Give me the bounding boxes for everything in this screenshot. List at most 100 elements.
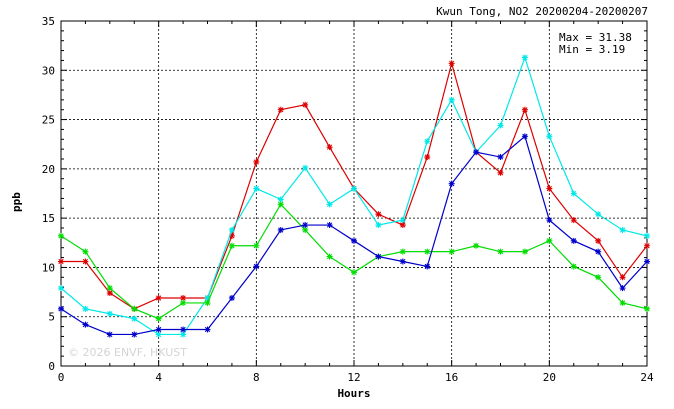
watermark: © 2026 ENVF, HKUST <box>68 346 187 359</box>
data-point <box>82 321 89 328</box>
data-point <box>131 315 138 322</box>
data-point <box>351 269 357 276</box>
data-point <box>448 248 455 255</box>
max-stat: Max = 31.38 <box>559 31 632 44</box>
data-point <box>570 237 577 244</box>
data-point <box>277 201 284 208</box>
data-point <box>570 190 577 197</box>
data-point <box>228 226 235 233</box>
data-point <box>619 285 626 292</box>
data-point <box>302 226 309 233</box>
y-tick-label: 5 <box>48 311 55 324</box>
data-point <box>228 294 235 301</box>
data-point <box>448 180 455 187</box>
data-point <box>180 331 187 338</box>
data-point <box>302 222 309 229</box>
data-point <box>155 294 162 301</box>
data-point <box>448 96 455 103</box>
data-point <box>253 158 260 165</box>
data-point <box>619 274 626 281</box>
data-point <box>424 154 431 161</box>
data-point <box>58 258 64 265</box>
data-point <box>302 101 309 108</box>
data-point <box>82 248 89 255</box>
data-point <box>424 138 431 145</box>
data-point <box>58 305 64 312</box>
data-point <box>131 331 138 338</box>
data-point <box>253 263 260 270</box>
data-point <box>58 285 64 292</box>
y-axis-label: ppb <box>10 192 23 212</box>
x-tick-label: 16 <box>445 371 458 384</box>
data-point <box>228 232 235 239</box>
data-point <box>595 211 602 218</box>
x-tick-label: 8 <box>253 371 260 384</box>
data-point <box>473 242 480 249</box>
series-line <box>60 55 648 336</box>
data-point <box>644 305 650 312</box>
x-axis-label: Hours <box>337 387 370 400</box>
data-point <box>399 217 406 224</box>
data-point <box>424 248 431 255</box>
data-point <box>106 285 113 292</box>
min-stat: Min = 3.19 <box>559 43 625 56</box>
data-point <box>546 237 553 244</box>
data-point <box>204 294 211 301</box>
data-point <box>326 144 333 151</box>
data-point <box>375 211 382 218</box>
data-point <box>644 232 650 239</box>
data-point <box>106 331 113 338</box>
data-point <box>521 54 528 61</box>
y-tick-label: 15 <box>42 212 55 225</box>
data-point <box>82 258 89 265</box>
data-point <box>58 232 64 239</box>
data-point <box>253 242 260 249</box>
data-point <box>351 185 357 192</box>
data-point <box>619 226 626 233</box>
data-point <box>595 248 602 255</box>
data-point <box>82 305 89 312</box>
data-point <box>106 290 113 297</box>
data-point <box>497 248 504 255</box>
chart-title: Kwun Tong, NO2 20200204-20200207 <box>436 5 648 18</box>
data-point <box>155 331 162 338</box>
data-point <box>253 185 260 192</box>
data-point <box>326 201 333 208</box>
x-tick-label: 0 <box>58 371 65 384</box>
data-point <box>204 299 211 306</box>
data-point <box>180 299 187 306</box>
data-point <box>644 258 650 265</box>
data-point <box>351 237 357 244</box>
data-point <box>497 169 504 176</box>
data-point <box>131 305 138 312</box>
data-point <box>521 106 528 113</box>
x-tick-label: 24 <box>640 371 654 384</box>
series-4 <box>58 133 650 338</box>
data-point <box>473 149 480 156</box>
data-point <box>375 253 382 260</box>
y-tick-label: 0 <box>48 360 55 373</box>
data-point <box>497 154 504 161</box>
data-point <box>302 164 309 171</box>
data-point <box>595 237 602 244</box>
y-tick-label: 10 <box>42 261 55 274</box>
data-point <box>448 60 455 67</box>
data-point <box>521 133 528 140</box>
data-point <box>424 263 431 270</box>
data-point <box>595 274 602 281</box>
data-point <box>277 196 284 203</box>
data-point <box>546 133 553 140</box>
data-point <box>399 222 406 229</box>
data-point <box>399 258 406 265</box>
data-point <box>644 242 650 249</box>
data-point <box>399 248 406 255</box>
data-point <box>204 326 211 333</box>
data-point <box>546 217 553 224</box>
data-point <box>521 248 528 255</box>
y-tick-label: 35 <box>42 15 55 28</box>
series-2 <box>58 54 650 338</box>
data-point <box>155 326 162 333</box>
series-3 <box>58 201 650 322</box>
data-point <box>277 226 284 233</box>
